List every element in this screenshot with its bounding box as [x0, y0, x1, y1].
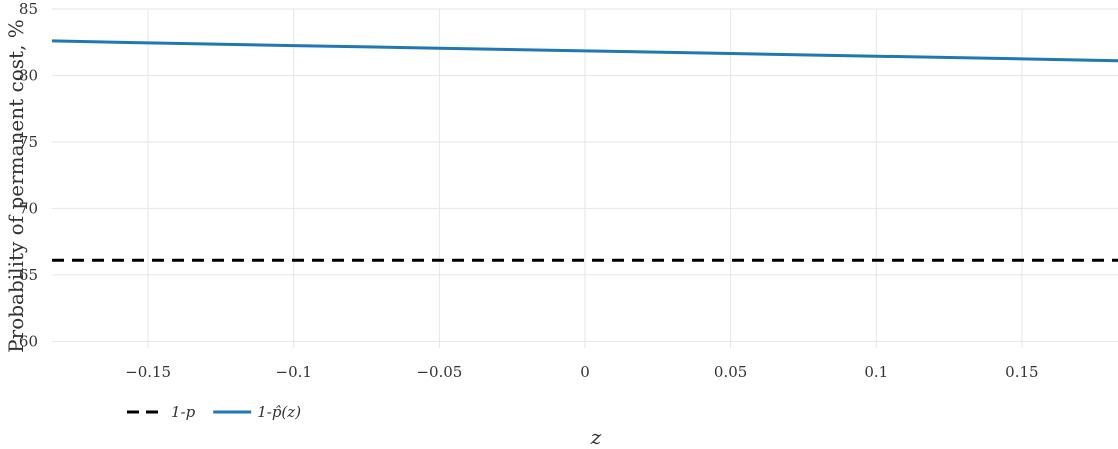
y-tick-label: 75: [19, 133, 38, 151]
grid: [52, 8, 1118, 348]
x-axis-title: z: [590, 425, 602, 449]
y-tick-label: 60: [19, 332, 38, 350]
series-layer: [51, 39, 1118, 262]
legend-label: 1-p̂(z): [257, 403, 301, 421]
x-tick-label: 0.1: [864, 363, 888, 381]
x-tick-label: −0.15: [125, 363, 171, 381]
x-tick-label: 0.15: [1005, 363, 1038, 381]
y-tick-label: 80: [19, 66, 38, 84]
legend-label: 1-p: [171, 403, 196, 421]
y-tick-label: 85: [19, 0, 38, 18]
x-tick-label: 0: [580, 363, 590, 381]
x-axis-ticks: −0.15 −0.1 −0.05 0 0.05 0.1 0.15: [125, 363, 1038, 381]
series-line-1: [51, 39, 1118, 63]
y-axis-ticks: 60 65 70 75 80 85: [19, 0, 38, 350]
x-tick-label: −0.1: [276, 363, 312, 381]
x-tick-label: −0.05: [416, 363, 462, 381]
legend: 1-p 1-p̂(z): [127, 403, 301, 421]
x-tick-label: 0.05: [714, 363, 747, 381]
y-axis-title: Probability of permanent cost, %: [4, 19, 28, 353]
y-tick-label: 65: [19, 266, 38, 284]
y-tick-label: 70: [19, 199, 38, 217]
